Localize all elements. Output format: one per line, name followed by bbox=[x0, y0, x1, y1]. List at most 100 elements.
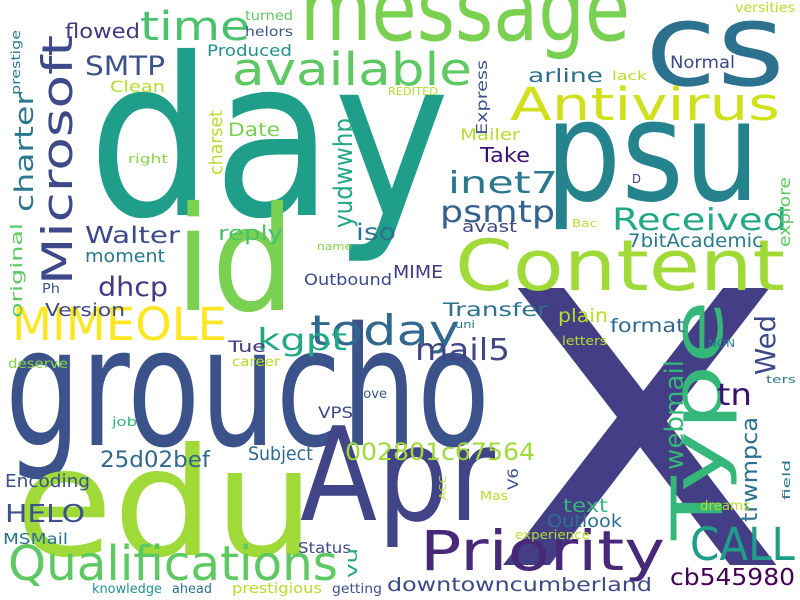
word: lack bbox=[612, 69, 647, 83]
word: MSMail bbox=[3, 530, 68, 548]
word: Microsoft bbox=[33, 35, 82, 285]
word: avast bbox=[462, 217, 517, 236]
word: uni bbox=[455, 318, 475, 331]
word: Move bbox=[352, 387, 387, 402]
word: yudwwhp bbox=[329, 118, 359, 228]
word: Outlook bbox=[547, 511, 623, 532]
word: getting bbox=[332, 582, 382, 597]
word: Normal bbox=[670, 53, 735, 73]
word: kgpt bbox=[257, 323, 347, 358]
word: SMTP bbox=[85, 51, 165, 82]
word: tn bbox=[717, 378, 752, 413]
word: trwmpca bbox=[738, 417, 763, 522]
word: helors bbox=[245, 25, 293, 40]
word: original bbox=[7, 223, 26, 318]
word: letters bbox=[562, 334, 607, 348]
word: Take bbox=[479, 143, 530, 167]
word: MIMEOLE bbox=[12, 298, 227, 351]
word: downtowncumberland bbox=[387, 574, 652, 596]
word: Antivirus bbox=[510, 78, 780, 131]
word: Tue bbox=[227, 337, 266, 356]
word: arline bbox=[528, 65, 603, 87]
word: prestige bbox=[9, 30, 23, 95]
word: Date bbox=[228, 119, 280, 141]
word: psu bbox=[545, 71, 760, 234]
word: id bbox=[175, 176, 295, 345]
word: message bbox=[300, 0, 630, 62]
word: Apr bbox=[300, 399, 495, 551]
word: Walter bbox=[85, 223, 181, 249]
word: reply bbox=[218, 221, 283, 245]
word: mail5 bbox=[415, 333, 510, 368]
word: charset bbox=[206, 110, 227, 175]
word: Produced bbox=[207, 41, 292, 60]
word: right bbox=[128, 152, 168, 166]
word: 002801c67564 bbox=[345, 438, 535, 466]
word: ACC bbox=[438, 475, 449, 500]
word: Mailer bbox=[460, 125, 521, 144]
word: iso bbox=[356, 220, 396, 246]
word: knowledge bbox=[92, 582, 162, 597]
word: Transfer bbox=[442, 299, 549, 321]
word: time bbox=[140, 4, 250, 50]
word: Priority bbox=[420, 519, 665, 583]
word: CALL bbox=[690, 518, 795, 571]
word: available bbox=[232, 43, 472, 96]
word: deserve bbox=[8, 357, 68, 372]
word: Qualifications bbox=[8, 536, 338, 592]
word: 25d02bef bbox=[100, 448, 211, 473]
word: Express bbox=[473, 60, 491, 135]
word: charter bbox=[10, 92, 40, 212]
word: HELO bbox=[5, 499, 85, 528]
word: Wed bbox=[749, 315, 782, 375]
word: Ph bbox=[42, 282, 60, 297]
word: moment bbox=[85, 246, 165, 267]
word: text bbox=[563, 495, 608, 517]
word: groucho bbox=[5, 292, 490, 484]
word: cb545980 bbox=[670, 565, 795, 591]
word: Content bbox=[455, 225, 785, 307]
word: job bbox=[111, 415, 137, 429]
word: dhcp bbox=[98, 272, 168, 303]
word: Status bbox=[298, 539, 351, 557]
word: turned bbox=[245, 9, 293, 24]
word: dreams bbox=[700, 499, 750, 514]
word: Type bbox=[657, 300, 739, 541]
word: Subject bbox=[248, 443, 313, 465]
word: Received bbox=[612, 203, 787, 238]
word: versities bbox=[735, 1, 795, 16]
word: field bbox=[780, 460, 793, 500]
word: experience bbox=[515, 528, 590, 542]
word: career bbox=[232, 355, 281, 370]
word: inet7 bbox=[448, 166, 558, 201]
word: psmtp bbox=[440, 195, 555, 230]
word: format bbox=[610, 315, 685, 337]
word: Clean bbox=[110, 77, 165, 96]
word: ters bbox=[766, 373, 796, 386]
word: Mas bbox=[480, 489, 508, 503]
word: flowed bbox=[65, 19, 140, 43]
word: Encoding bbox=[5, 471, 90, 492]
word: Outbound bbox=[304, 270, 392, 289]
word: ahead bbox=[172, 582, 212, 597]
word: prestigious bbox=[232, 581, 322, 597]
word: vu bbox=[342, 548, 361, 578]
word: D bbox=[632, 172, 641, 186]
word: V6 bbox=[506, 468, 522, 490]
word: Version bbox=[45, 300, 125, 321]
word: name bbox=[317, 240, 352, 253]
word: NON bbox=[708, 337, 735, 350]
word: day bbox=[88, 11, 450, 267]
word: explore bbox=[775, 177, 794, 247]
word: MIME bbox=[393, 262, 443, 283]
word: today bbox=[310, 306, 460, 355]
word: Bac bbox=[572, 217, 597, 230]
word: VPS bbox=[318, 403, 353, 422]
word: cs bbox=[645, 0, 785, 113]
word: X bbox=[490, 212, 790, 600]
word: edu bbox=[15, 417, 315, 591]
word: 7bitAcademic bbox=[628, 230, 763, 252]
word: plain bbox=[558, 305, 608, 327]
